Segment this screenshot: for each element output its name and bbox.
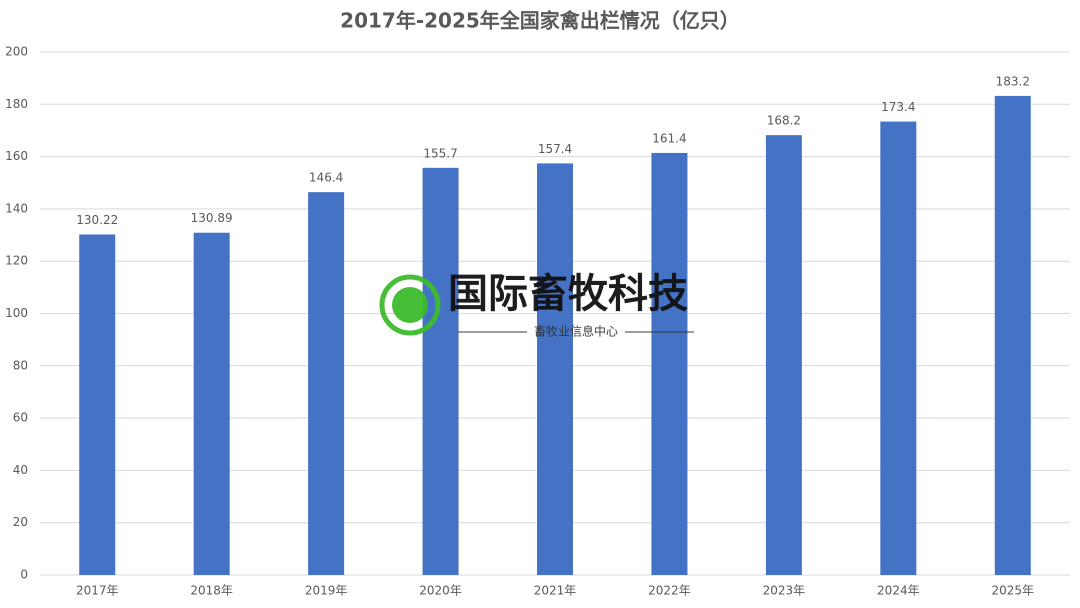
y-tick-label: 200 xyxy=(5,45,28,59)
y-tick-label: 100 xyxy=(5,306,28,320)
value-label: 130.89 xyxy=(191,211,233,225)
y-tick-label: 120 xyxy=(5,254,28,268)
plot-area: 0 20 40 60 80 100 120 140 160 180 200 2017年 130.22 20… xyxy=(5,45,1070,598)
y-tick-label: 20 xyxy=(13,515,28,529)
y-tick-label: 60 xyxy=(13,411,28,425)
value-label: 173.4 xyxy=(881,100,915,114)
value-label: 155.7 xyxy=(423,146,457,160)
chart-title: 2017年-2025年全国家禽出栏情况（亿只） xyxy=(340,9,740,33)
value-label: 146.4 xyxy=(309,171,343,185)
y-tick-label: 0 xyxy=(20,568,28,582)
x-tick-label: 2020年 xyxy=(419,584,462,598)
x-tick-label: 2023年 xyxy=(763,584,806,598)
x-tick-label: 2021年 xyxy=(534,584,577,598)
y-tick-label: 160 xyxy=(5,149,28,163)
watermark-title: 国际畜牧科技 xyxy=(448,271,688,317)
watermark-subtitle: 畜牧业信息中心 xyxy=(534,324,618,339)
watermark: 国际畜牧科技 畜牧业信息中心 xyxy=(379,271,694,339)
value-label: 168.2 xyxy=(767,114,801,128)
x-tick-label: 2024年 xyxy=(877,584,920,598)
bar xyxy=(651,152,688,575)
y-tick-label: 140 xyxy=(5,201,28,215)
bar xyxy=(537,163,573,576)
bar xyxy=(880,121,917,576)
x-tick-label: 2022年 xyxy=(648,584,691,598)
value-label: 130.22 xyxy=(76,213,118,227)
watermark-globe-core xyxy=(392,287,428,323)
x-tick-label: 2018年 xyxy=(190,584,233,598)
x-tick-label: 2025年 xyxy=(992,584,1035,598)
watermark-globe xyxy=(379,274,441,336)
bar xyxy=(193,232,230,575)
x-tick-label: 2019年 xyxy=(305,584,348,598)
value-label: 157.4 xyxy=(538,142,572,156)
x-tick-label: 2017年 xyxy=(76,584,119,598)
bar xyxy=(994,95,1031,575)
y-tick-label: 180 xyxy=(5,97,28,111)
bar xyxy=(79,234,116,575)
y-tick-label: 40 xyxy=(13,463,28,477)
value-label: 161.4 xyxy=(652,131,686,145)
bar xyxy=(765,135,802,576)
bar xyxy=(308,192,345,575)
bar xyxy=(422,167,459,576)
y-tick-label: 80 xyxy=(13,358,28,372)
value-label: 183.2 xyxy=(996,74,1030,88)
